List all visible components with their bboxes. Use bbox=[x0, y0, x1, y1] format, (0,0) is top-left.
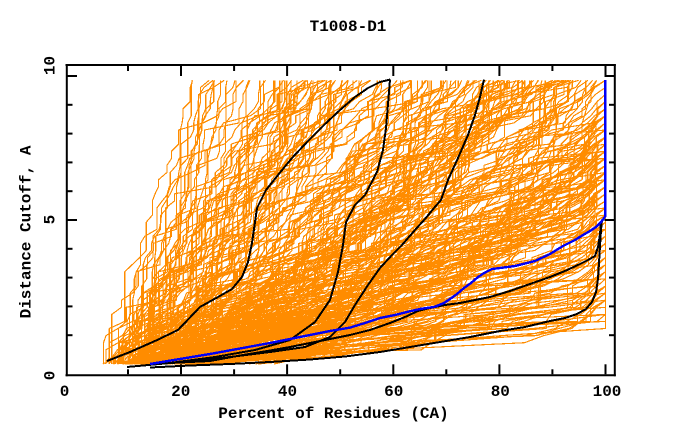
svg-text:Distance Cutoff, A: Distance Cutoff, A bbox=[18, 145, 36, 318]
svg-text:Percent of Residues (CA): Percent of Residues (CA) bbox=[218, 405, 448, 423]
svg-text:T1008-D1: T1008-D1 bbox=[310, 18, 387, 36]
svg-text:20: 20 bbox=[171, 383, 190, 401]
svg-text:5: 5 bbox=[42, 215, 60, 225]
svg-text:0: 0 bbox=[60, 383, 70, 401]
svg-text:0: 0 bbox=[42, 371, 60, 381]
svg-text:40: 40 bbox=[278, 383, 297, 401]
svg-text:10: 10 bbox=[42, 56, 60, 75]
svg-text:60: 60 bbox=[384, 383, 403, 401]
svg-text:100: 100 bbox=[593, 383, 622, 401]
svg-text:80: 80 bbox=[491, 383, 510, 401]
